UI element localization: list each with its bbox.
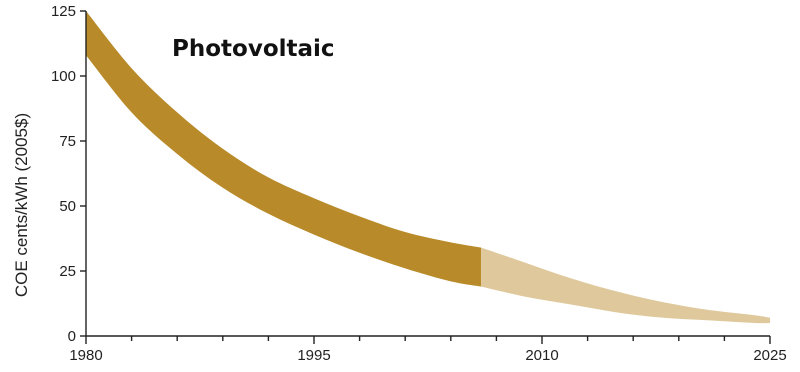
x-tick-labels: 1980 1995 2010 2025 [69, 347, 786, 364]
axes [80, 10, 771, 344]
y-tick-labels: 0 25 50 75 100 125 [51, 3, 76, 345]
y-tick-label: 75 [59, 133, 76, 150]
chart-title: Photovoltaic [172, 36, 335, 62]
y-tick-label: 0 [68, 328, 76, 345]
y-axis-label: COE cents/kWh (2005$) [12, 113, 31, 297]
x-tick-label: 2025 [753, 347, 786, 364]
band-series-0 [86, 11, 482, 287]
x-tick-label: 1980 [69, 347, 102, 364]
band-series-1 [481, 247, 770, 324]
x-tick-label: 2010 [525, 347, 558, 364]
y-tick-label: 125 [51, 3, 76, 20]
bands-layer [86, 11, 770, 324]
x-tick-label: 1995 [297, 347, 330, 364]
y-tick-label: 100 [51, 68, 76, 85]
y-tick-label: 50 [59, 198, 76, 215]
y-tick-label: 25 [59, 263, 76, 280]
